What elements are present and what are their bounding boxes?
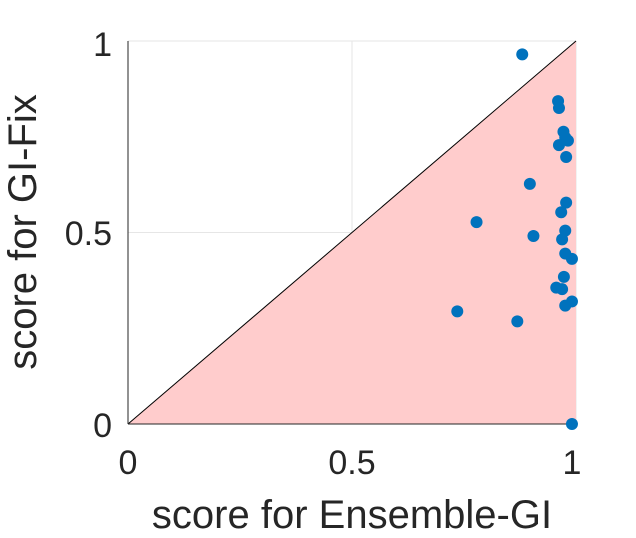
data-point bbox=[561, 134, 574, 147]
x-tick-label: 1 bbox=[563, 444, 582, 482]
data-point bbox=[556, 233, 569, 246]
data-points bbox=[451, 48, 578, 430]
data-point bbox=[559, 299, 572, 312]
data-point bbox=[565, 418, 578, 430]
data-point bbox=[511, 315, 524, 328]
data-point bbox=[527, 229, 540, 242]
diagonal-line bbox=[127, 40, 577, 425]
data-point bbox=[560, 196, 573, 209]
y-axis-label: score for GI-Fix bbox=[1, 94, 45, 370]
axes bbox=[127, 41, 576, 425]
data-point bbox=[552, 102, 565, 115]
y-tick-label: 1 bbox=[93, 26, 112, 64]
data-point bbox=[565, 252, 578, 265]
data-point bbox=[451, 305, 464, 318]
data-point bbox=[557, 270, 570, 283]
x-tick-label: 0.5 bbox=[328, 444, 375, 482]
y-tick-label: 0.5 bbox=[65, 215, 112, 253]
x-tick-label: 0 bbox=[119, 444, 138, 482]
data-point bbox=[523, 177, 536, 190]
data-point bbox=[552, 139, 565, 152]
x-axis-label: score for Ensemble-GI bbox=[152, 493, 552, 537]
data-point bbox=[516, 48, 529, 61]
data-point bbox=[470, 216, 483, 229]
data-point bbox=[556, 283, 569, 296]
data-point bbox=[560, 151, 573, 164]
data-point bbox=[555, 206, 568, 219]
y-tick-label: 0 bbox=[93, 407, 112, 445]
